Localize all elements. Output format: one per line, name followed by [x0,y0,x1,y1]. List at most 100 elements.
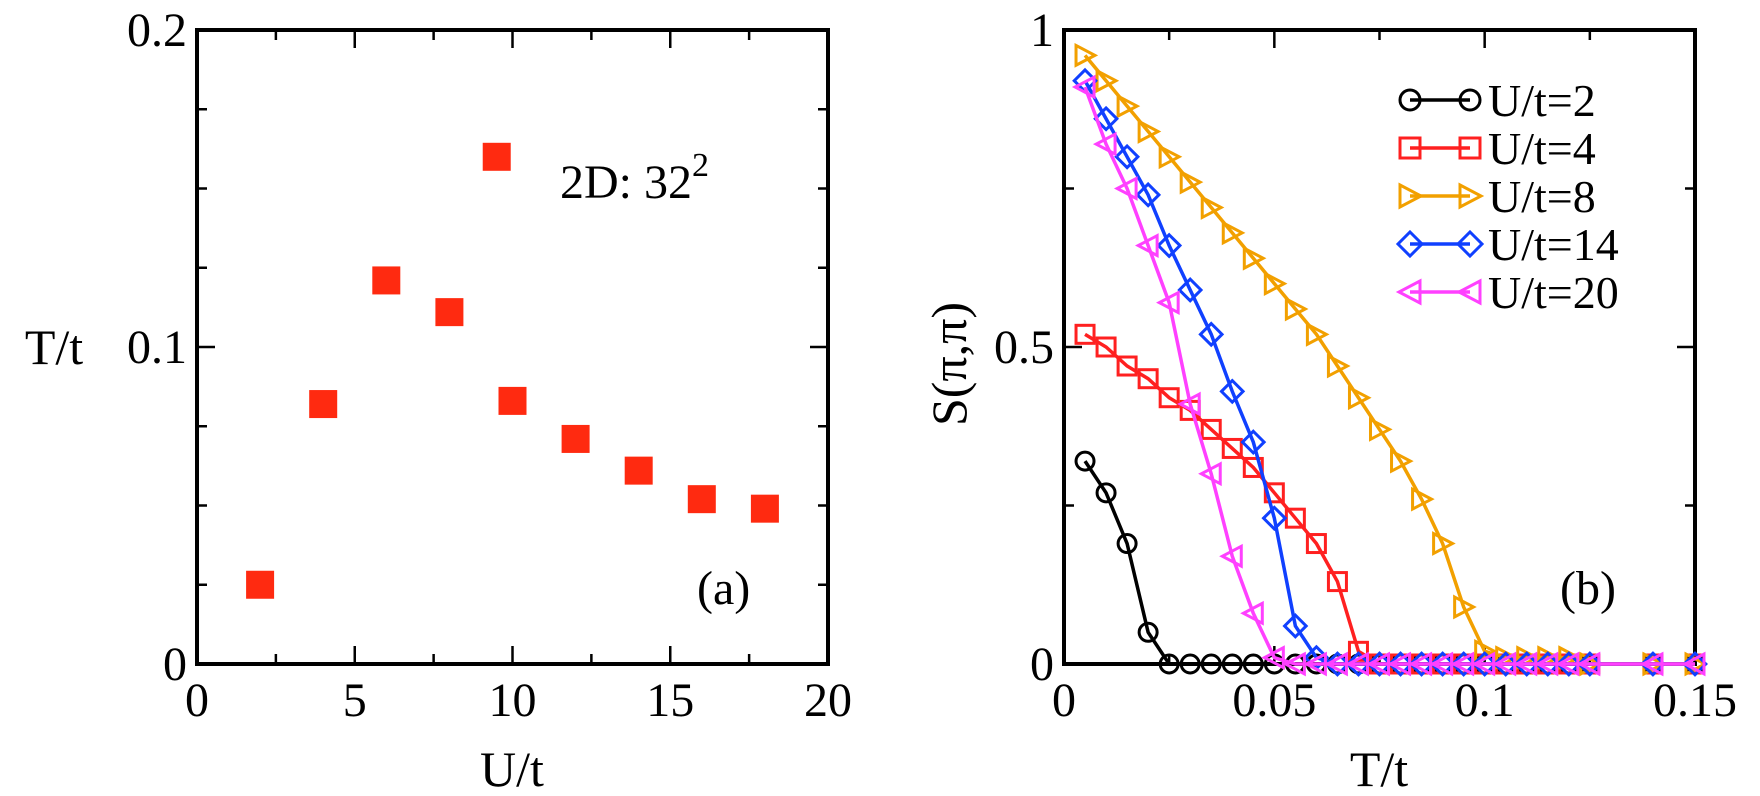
legend-label: U/t=20 [1488,267,1619,318]
legend-item: U/t=20 [1395,267,1619,318]
y-tick-label: 0.5 [994,321,1054,374]
x-tick-label: 15 [646,674,694,727]
data-point-marker [1074,323,1096,345]
data-point-marker [1198,321,1225,348]
data-point [750,494,779,523]
data-point-marker [1242,653,1264,675]
data-point-marker [1158,653,1180,675]
data-point-marker [1221,653,1243,675]
data-point-marker [1137,621,1159,643]
data-point-marker [1137,119,1162,144]
data-point-marker [1092,131,1117,157]
data-point-marker [1177,391,1201,417]
data-point [246,570,275,599]
data-point-marker [1135,181,1162,208]
data-point-marker [1398,136,1422,160]
data-point [561,424,590,453]
data-point-marker [1074,450,1096,472]
panel-a-label: (a) [697,562,750,615]
data-point [687,485,716,514]
data-point-marker [1395,278,1422,306]
series-U/t=20 [1071,74,1706,677]
data-point-marker [1387,651,1414,677]
panel-b-series [1071,42,1709,677]
data-point-marker [1639,651,1664,677]
data-point-marker [1576,651,1601,677]
data-point-marker [1492,651,1519,677]
data-point-marker [1390,448,1414,474]
data-point-marker [1116,355,1138,377]
data-point [309,390,338,419]
panel-a-tick-labels: 0 5 10 15 20 0 0.1 0.2 [127,4,852,727]
legend: U/t=2U/t=4U/t=8U/t=14U/t=20 [1395,75,1619,318]
data-point-marker [1366,651,1393,677]
data-point-marker [1116,533,1138,555]
data-point-marker [1263,482,1285,504]
data-point-marker [1242,245,1267,271]
data-point-marker [1219,543,1243,569]
x-tick-label: 0.05 [1232,674,1316,727]
data-point-marker [1398,88,1422,112]
panel-b-label: (b) [1560,562,1616,615]
data-point-marker [1345,651,1372,677]
x-tick-label: 0 [185,674,209,727]
data-point-marker [1305,533,1327,555]
panel-b-tick-labels: 0 0.05 0.1 0.15 0 0.5 1 [994,4,1737,727]
data-point-marker [1326,571,1348,593]
panel-a-x-axis-label: U/t [480,741,544,796]
panel-a-y-axis-label: T/t [25,319,83,375]
data-point-marker [1179,169,1204,195]
data-point-marker [1200,418,1222,440]
data-point [372,266,401,295]
y-tick-label: 1 [1030,4,1054,57]
data-point-marker [1116,93,1141,119]
data-point-marker [1179,653,1201,675]
panel-a-annotation: 2D: 322 [560,147,709,209]
data-point [624,456,653,485]
legend-item: U/t=8 [1398,171,1596,222]
data-point-marker [1326,353,1351,379]
data-point-marker [1284,296,1309,322]
data-point-marker [1263,271,1288,296]
data-point-marker [1156,232,1183,259]
data-point-marker [1242,456,1264,478]
data-point-marker [1453,594,1477,620]
x-tick-label: 10 [489,674,537,727]
data-point-marker [1458,88,1482,112]
data-point-marker [1432,531,1456,556]
y-tick-label: 0 [163,638,187,691]
panel-b-x-axis-label: T/t [1350,741,1408,796]
data-point-marker [1513,651,1540,677]
series-U/t=8 [1074,42,1709,677]
data-point-marker [1429,651,1456,677]
legend-label: U/t=14 [1488,219,1619,270]
data-point-marker [1458,136,1482,160]
data-point-marker [1395,229,1425,259]
x-tick-label: 0.15 [1653,674,1737,727]
data-point-marker [1071,74,1096,100]
data-point-marker [1135,233,1159,258]
y-tick-label: 0 [1030,638,1054,691]
data-point-marker [1455,229,1485,259]
data-point-marker [1240,429,1267,456]
data-point-marker [1095,482,1117,504]
legend-item: U/t=4 [1398,123,1596,174]
data-point-marker [1411,486,1435,512]
data-point-marker [1200,653,1222,675]
data-point-marker [1074,42,1099,68]
x-tick-label: 0.1 [1455,674,1515,727]
data-point-marker [1156,290,1180,315]
data-point-marker [1200,195,1225,220]
annotation-exponent: 2 [692,147,709,184]
y-tick-label: 0.1 [127,321,187,374]
x-tick-label: 20 [804,674,852,727]
panel-a-ticks [195,28,830,666]
data-point-marker [1093,105,1119,132]
annotation-base: 2D: 32 [560,156,692,209]
data-point-marker [1282,613,1309,639]
x-tick-label: 0 [1052,674,1076,727]
data-point-marker [1221,437,1243,459]
legend-label: U/t=8 [1488,171,1596,222]
data-point-marker [1261,645,1285,671]
